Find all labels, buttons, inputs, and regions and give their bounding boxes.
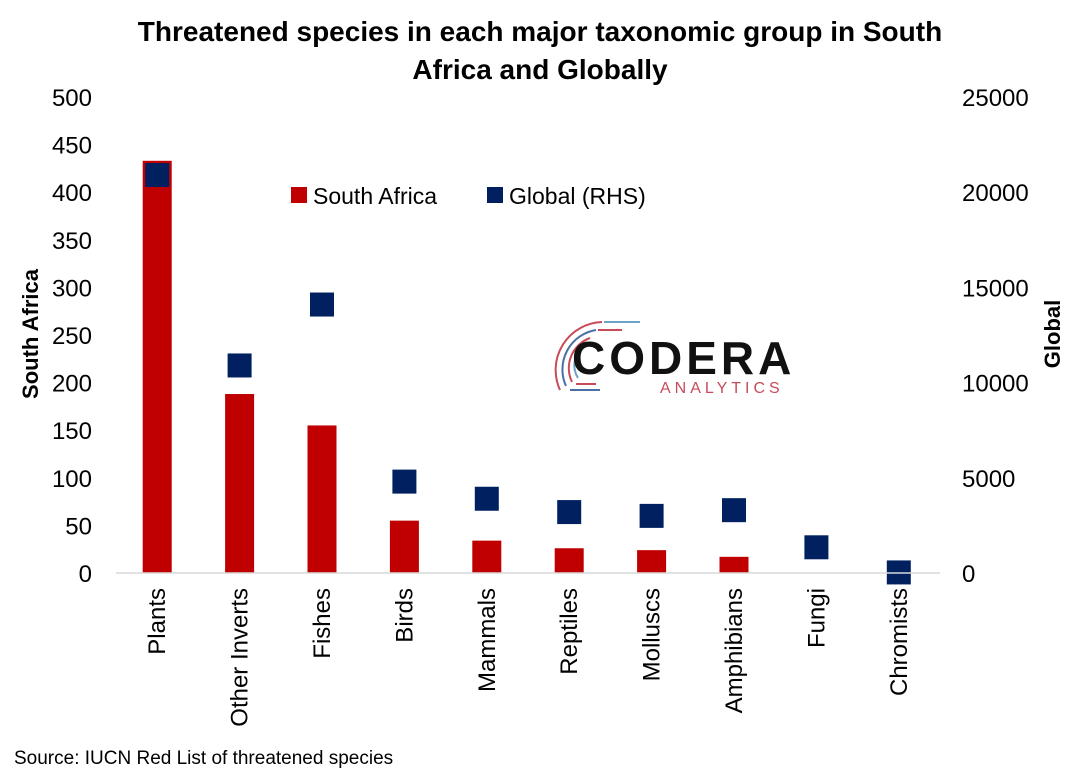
x-tick-label: Chromists bbox=[886, 588, 913, 696]
legend-swatch-south-africa bbox=[291, 187, 307, 203]
category-labels: Plants Other Inverts Fishes Birds Mammals Rep… bbox=[144, 588, 913, 727]
source-note: Source: IUCN Red List of threatened spec… bbox=[14, 748, 393, 769]
y2-tick-label: 20000 bbox=[962, 180, 1029, 207]
bar-amphibians bbox=[719, 556, 749, 573]
y-tick-label: 50 bbox=[65, 513, 92, 540]
point-molluscs bbox=[639, 503, 664, 528]
bars-south-africa bbox=[142, 160, 749, 573]
point-mammals bbox=[474, 486, 499, 511]
y-tick-label: 100 bbox=[52, 466, 92, 493]
y2-axis-ticks: 0 5000 10000 15000 20000 25000 bbox=[962, 85, 1029, 588]
x-tick-label: Reptiles bbox=[556, 588, 583, 675]
legend-label-south-africa: South Africa bbox=[313, 183, 437, 209]
x-tick-label: Fishes bbox=[309, 588, 336, 659]
point-birds bbox=[392, 469, 417, 494]
y2-tick-label: 5000 bbox=[962, 466, 1015, 493]
y-axis-label: South Africa bbox=[18, 268, 43, 399]
point-amphibians bbox=[722, 498, 746, 523]
point-plants bbox=[145, 163, 170, 188]
legend-label-global: Global (RHS) bbox=[509, 183, 646, 209]
bar-fishes bbox=[307, 425, 337, 573]
bar-plants bbox=[142, 160, 172, 573]
points-global bbox=[145, 163, 911, 585]
y2-tick-label: 0 bbox=[962, 561, 975, 588]
point-other-inverts bbox=[227, 353, 252, 378]
x-tick-label: Mammals bbox=[474, 588, 501, 692]
x-tick-label: Birds bbox=[391, 588, 418, 643]
bar-birds bbox=[389, 520, 419, 573]
y-tick-label: 0 bbox=[79, 561, 92, 588]
legend: South Africa Global (RHS) bbox=[291, 183, 646, 209]
chart-title-line-2: Africa and Globally bbox=[412, 54, 668, 85]
x-tick-label: Molluscs bbox=[639, 588, 666, 681]
y2-tick-label: 25000 bbox=[962, 85, 1029, 112]
y-tick-label: 350 bbox=[52, 228, 92, 255]
y2-tick-label: 10000 bbox=[962, 371, 1029, 398]
y-tick-label: 450 bbox=[52, 133, 92, 160]
logo-name: CODERA bbox=[572, 332, 795, 384]
y2-tick-label: 15000 bbox=[962, 275, 1029, 302]
x-tick-label: Amphibians bbox=[721, 588, 748, 713]
point-fungi bbox=[804, 535, 829, 560]
point-fishes bbox=[310, 292, 334, 317]
x-tick-label: Other Inverts bbox=[227, 588, 254, 727]
bar-other-inverts bbox=[225, 394, 255, 573]
y-axis-ticks: 0 50 100 150 200 250 300 350 400 450 500 bbox=[52, 85, 92, 588]
y2-axis-label: Global bbox=[1040, 300, 1065, 368]
y-tick-label: 200 bbox=[52, 371, 92, 398]
logo-lines-icon bbox=[554, 321, 640, 391]
y-tick-label: 400 bbox=[52, 180, 92, 207]
point-reptiles bbox=[557, 500, 582, 525]
logo-tagline: ANALYTICS bbox=[660, 380, 784, 397]
legend-swatch-global bbox=[487, 187, 503, 203]
x-tick-label: Plants bbox=[144, 588, 171, 655]
bar-mammals bbox=[472, 540, 502, 573]
y-tick-label: 300 bbox=[52, 275, 92, 302]
bar-reptiles bbox=[554, 548, 584, 573]
y-tick-label: 150 bbox=[52, 418, 92, 445]
y-tick-label: 250 bbox=[52, 323, 92, 350]
x-tick-label: Fungi bbox=[803, 588, 830, 648]
y-tick-label: 500 bbox=[52, 85, 92, 112]
bar-molluscs bbox=[637, 550, 667, 573]
codera-logo: CODERA ANALYTICS bbox=[554, 321, 795, 397]
chart-title-line-1: Threatened species in each major taxonom… bbox=[138, 16, 942, 47]
